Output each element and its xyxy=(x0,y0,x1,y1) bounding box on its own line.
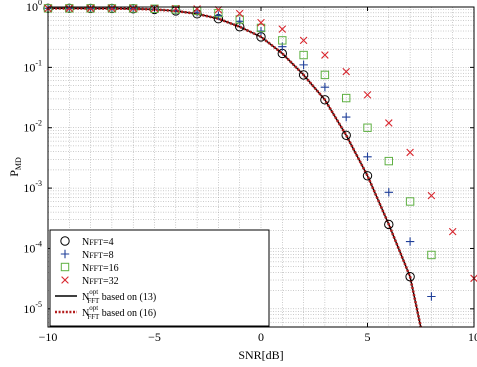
data-point-x xyxy=(342,67,350,76)
x-tick-label: 10 xyxy=(468,330,477,344)
legend-marker-circle xyxy=(60,236,70,246)
x-tick-label: −10 xyxy=(39,330,58,344)
data-point-plus xyxy=(320,82,330,92)
legend-marker-x xyxy=(61,276,69,284)
data-point-square xyxy=(405,197,415,206)
data-point-plus xyxy=(384,188,393,197)
data-point-x xyxy=(427,191,436,200)
legend-box xyxy=(49,229,270,327)
data-point-x xyxy=(321,51,329,59)
data-point-square xyxy=(129,4,138,13)
data-point-square xyxy=(278,36,287,45)
x-tick-label: 0 xyxy=(258,330,264,344)
data-point-plus xyxy=(363,152,372,161)
legend-entry-label: NFFT=8 xyxy=(82,250,114,261)
data-point-plus xyxy=(256,26,266,36)
y-axis-label-sub: MD xyxy=(14,157,23,170)
data-point-plus xyxy=(342,112,351,122)
data-point-circle xyxy=(405,272,415,282)
legend-entry-label: NFFT=16 xyxy=(82,263,119,274)
data-point-square xyxy=(86,4,95,13)
data-point-circle xyxy=(298,70,309,80)
x-axis-label: SNR[dB] xyxy=(238,348,283,362)
y-tick-label: 10-1 xyxy=(23,58,42,74)
legend-marker-square xyxy=(60,262,70,272)
y-axis-label: PMD xyxy=(7,157,23,177)
axis-ticks: −10 −5 0 5 10 100 10-1 10-2 10-3 10-4 10-5 xyxy=(23,0,477,344)
data-point-square xyxy=(256,23,266,33)
data-point-x xyxy=(278,25,287,33)
data-point-plus xyxy=(427,292,436,301)
data-point-plus xyxy=(299,60,308,70)
data-point-square xyxy=(150,4,159,13)
data-point-x xyxy=(108,4,116,13)
data-point-x xyxy=(406,148,414,157)
data-point-circle xyxy=(320,95,330,105)
data-point-square xyxy=(171,5,181,14)
data-point-x xyxy=(257,18,265,27)
y-tick-label: 10-2 xyxy=(23,119,42,135)
data-point-x xyxy=(448,227,457,236)
data-point-plus xyxy=(235,17,244,26)
data-point-x xyxy=(385,119,393,127)
legend-entry-label: NFFT=4 xyxy=(82,237,114,248)
y-tick-label: 10-5 xyxy=(23,300,42,316)
series-group xyxy=(43,3,477,328)
data-point-circle xyxy=(341,130,351,140)
data-point-square xyxy=(235,15,244,24)
data-point-square xyxy=(342,93,351,103)
data-point-square xyxy=(363,123,372,132)
data-point-x xyxy=(129,4,137,13)
legend-entry-label: NFFT=32 xyxy=(82,276,119,287)
series-x xyxy=(44,4,477,283)
x-tick-label: 5 xyxy=(365,330,371,344)
data-point-circle xyxy=(384,219,394,230)
y-tick-label: 10-4 xyxy=(23,239,42,255)
data-point-x xyxy=(299,36,308,45)
data-point-x xyxy=(86,4,95,13)
legend-marker-plus xyxy=(60,249,70,259)
legend-entry-label: Nopt FFT based on (13) xyxy=(82,288,156,305)
y-tick-label: 100 xyxy=(26,0,42,14)
data-point-x xyxy=(65,4,74,13)
data-point-plus xyxy=(214,11,223,20)
svg-text:PMD: PMD xyxy=(7,157,23,177)
data-point-square xyxy=(299,50,308,60)
y-tick-label: 10-3 xyxy=(23,179,42,195)
x-tick-label: −5 xyxy=(148,330,161,344)
data-point-x xyxy=(172,4,180,13)
y-axis-label-main: P xyxy=(7,170,21,177)
data-point-square xyxy=(320,70,330,80)
legend-entry-label: Nopt FFT based on (16) xyxy=(82,304,156,321)
data-point-circle xyxy=(362,171,373,181)
data-point-plus xyxy=(405,237,415,246)
data-point-square xyxy=(427,250,436,260)
data-point-square xyxy=(107,4,117,13)
data-point-x xyxy=(363,91,372,99)
data-point-square xyxy=(65,4,74,13)
data-point-x xyxy=(235,9,244,18)
data-point-square xyxy=(384,156,394,166)
